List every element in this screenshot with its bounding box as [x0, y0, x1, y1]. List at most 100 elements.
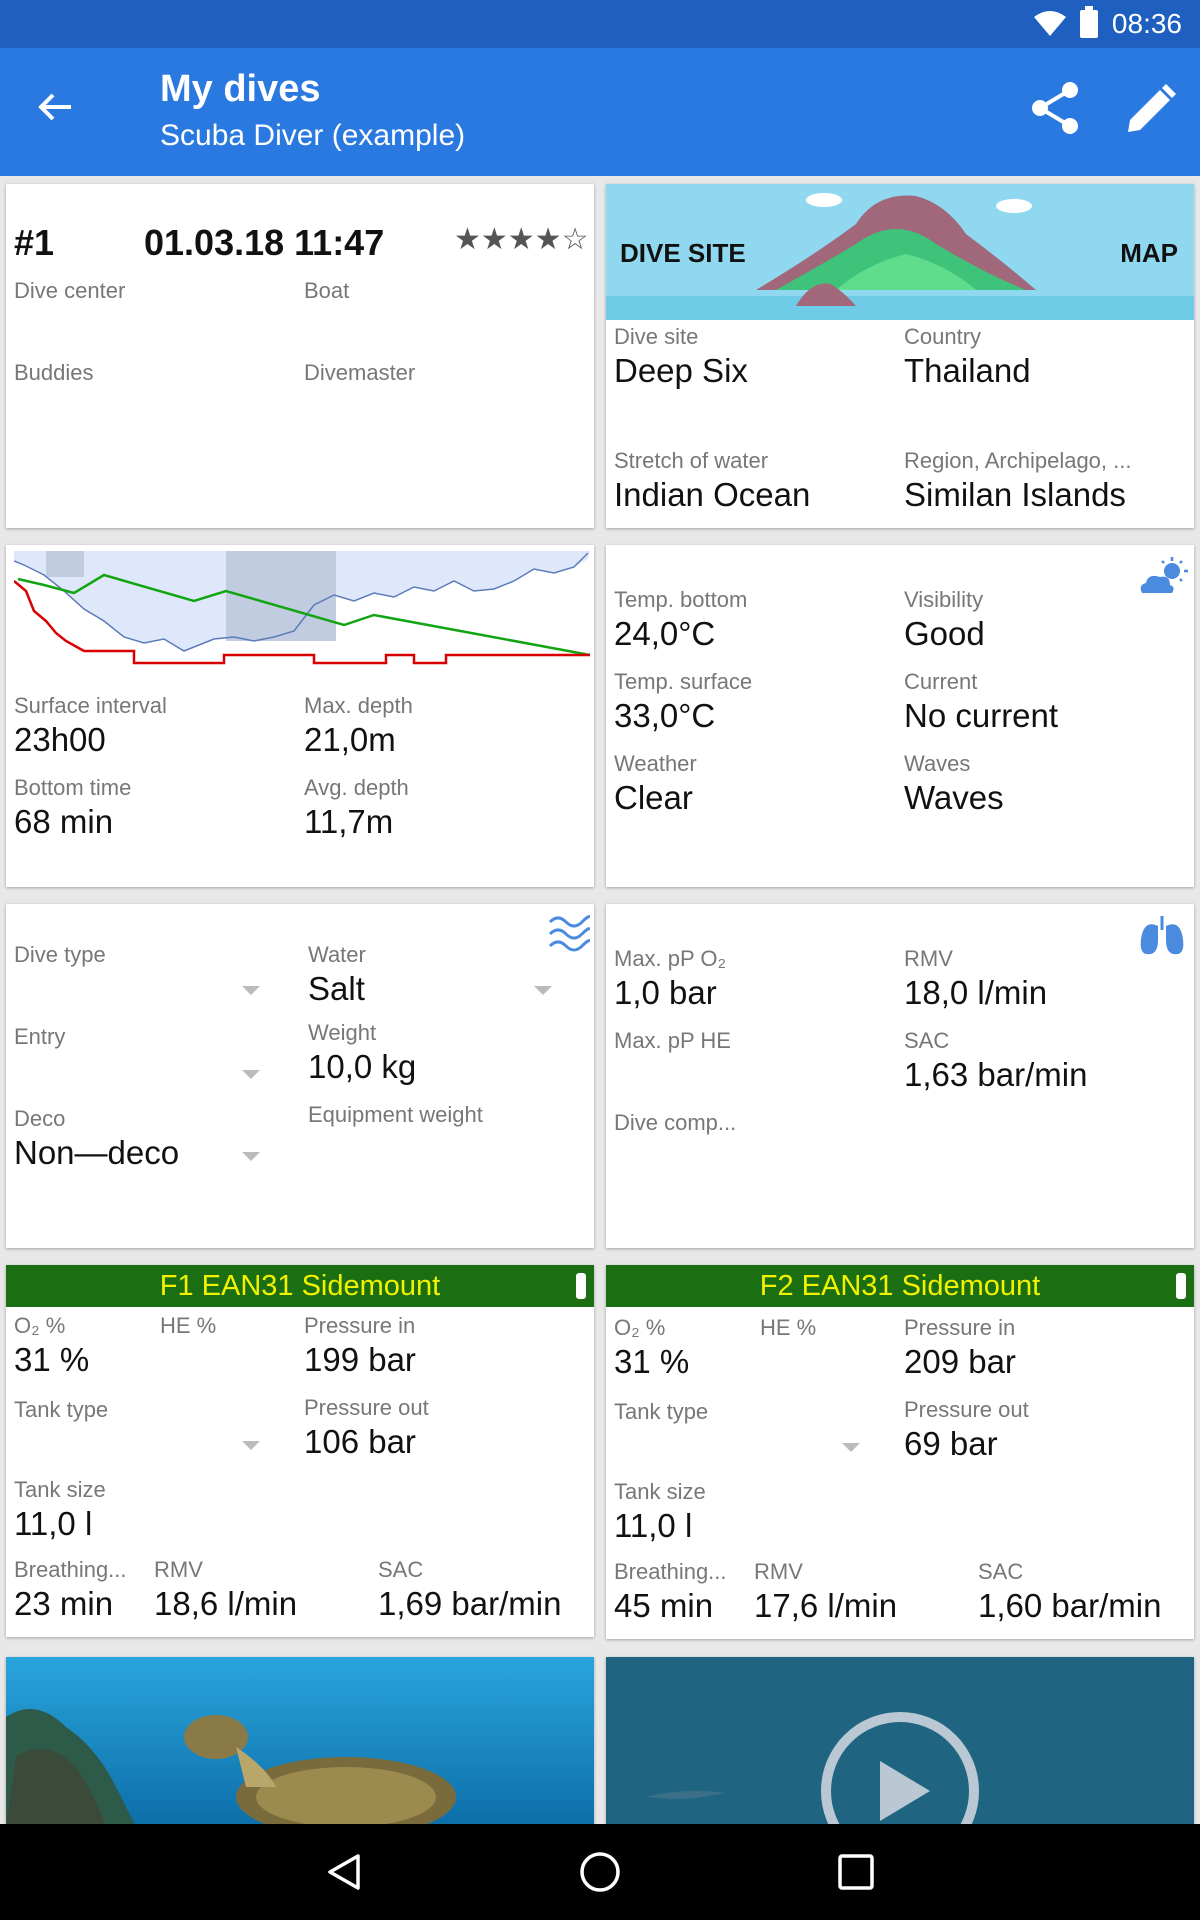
- nav-back-icon[interactable]: [324, 1852, 364, 1892]
- rating-stars[interactable]: ★★★★☆: [454, 223, 589, 256]
- play-icon[interactable]: [818, 1709, 982, 1827]
- tank-icon: [576, 1273, 586, 1299]
- weather-icon: [1140, 557, 1188, 593]
- tank-card-1[interactable]: F1 EAN31 Sidemount O₂ % 31 % HE % Pressu…: [6, 1265, 594, 1637]
- pressure-out-value: 69 bar: [904, 1425, 998, 1462]
- dive-type-dropdown[interactable]: [242, 986, 260, 995]
- max-depth-label: Max. depth: [304, 693, 413, 718]
- o2-label: O₂ %: [14, 1313, 66, 1338]
- pressure-in-value: 209 bar: [904, 1343, 1016, 1380]
- tank-sac-value: 1,60 bar/min: [978, 1587, 1162, 1624]
- water-label: Water: [308, 942, 366, 967]
- sac-value: 1,63 bar/min: [904, 1056, 1088, 1093]
- tank-sac-label: SAC: [378, 1557, 424, 1582]
- weight-label: Weight: [308, 1020, 377, 1045]
- page-title: My dives: [160, 68, 321, 110]
- breathing-value: 23 min: [14, 1585, 114, 1622]
- photo-tile[interactable]: [6, 1657, 594, 1827]
- video-tile[interactable]: [606, 1657, 1194, 1827]
- visibility-label: Visibility: [904, 587, 984, 612]
- dive-profile-card[interactable]: Surface interval 23h00 Max. depth 21,0m …: [6, 545, 594, 887]
- gas-card[interactable]: Max. pP O₂ 1,0 bar RMV 18,0 l/min Max. p…: [606, 904, 1194, 1248]
- current-label: Current: [904, 669, 978, 694]
- dive-profile-graph: [14, 551, 590, 681]
- lungs-icon: [1140, 916, 1184, 955]
- he-label: HE %: [160, 1313, 217, 1338]
- map-button[interactable]: MAP: [1120, 238, 1178, 268]
- app-bar-titles: My dives Scuba Diver (example): [160, 68, 465, 153]
- pencil-icon: [1128, 84, 1176, 132]
- breathing-label: Breathing...: [14, 1557, 127, 1582]
- pressure-out-label: Pressure out: [904, 1397, 1029, 1422]
- breathing-value: 45 min: [614, 1587, 714, 1624]
- weather-label: Weather: [614, 751, 697, 776]
- tank-rmv-value: 17,6 l/min: [754, 1587, 898, 1624]
- pressure-out-value: 106 bar: [304, 1423, 416, 1460]
- surface-interval-value: 23h00: [14, 721, 106, 758]
- dive-site-label: Dive site: [614, 324, 699, 349]
- entry-label: Entry: [14, 1024, 66, 1049]
- dive-center-label: Dive center: [14, 278, 126, 303]
- app-bar: My dives Scuba Diver (example): [0, 48, 1200, 176]
- stretch-value: Indian Ocean: [614, 476, 811, 513]
- deco-value[interactable]: Non—deco: [14, 1134, 180, 1171]
- nav-home-icon[interactable]: [578, 1850, 622, 1894]
- weather-value: Clear: [614, 779, 693, 816]
- water-value[interactable]: Salt: [308, 970, 365, 1007]
- dive-datetime: 01.03.18 11:47: [144, 222, 385, 263]
- status-time: 08:36: [1111, 8, 1182, 39]
- country-value: Thailand: [904, 352, 1031, 389]
- o2-value: 31 %: [614, 1343, 690, 1380]
- max-ppo2-value: 1,0 bar: [614, 974, 717, 1011]
- surface-interval-label: Surface interval: [14, 693, 167, 718]
- o2-label: O₂ %: [614, 1315, 666, 1340]
- stretch-label: Stretch of water: [614, 448, 769, 473]
- rmv-label: RMV: [904, 946, 953, 971]
- tank-size-value: 11,0 l: [614, 1507, 693, 1544]
- max-pphe-label: Max. pP HE: [614, 1028, 731, 1053]
- dive-info-card[interactable]: #1 01.03.18 11:47 ★★★★☆ Dive center Boat…: [6, 184, 594, 528]
- status-bar: 08:36: [0, 0, 1200, 48]
- share-button[interactable]: [1028, 80, 1084, 136]
- dive-type-card[interactable]: Dive type Water Salt Entry Weight 10,0 k…: [6, 904, 594, 1248]
- arrow-back-icon: [38, 93, 71, 121]
- island-illustration: [606, 184, 1194, 320]
- max-depth-value: 21,0m: [304, 721, 396, 758]
- breathing-label: Breathing...: [614, 1559, 727, 1584]
- tank-rmv-label: RMV: [154, 1557, 203, 1582]
- turtle-photo: [6, 1657, 594, 1827]
- pressure-in-label: Pressure in: [904, 1315, 1016, 1340]
- wifi-icon: [1033, 11, 1066, 36]
- tank-type-dropdown[interactable]: [242, 1441, 260, 1450]
- dive-number: #1: [14, 222, 55, 263]
- tank-card-2[interactable]: F2 EAN31 Sidemount O₂ % 31 % HE % Pressu…: [606, 1265, 1194, 1639]
- tank-sac-label: SAC: [978, 1559, 1024, 1584]
- nav-recents-icon[interactable]: [836, 1852, 876, 1892]
- tank-type-dropdown[interactable]: [842, 1443, 860, 1452]
- bottom-time-label: Bottom time: [14, 775, 132, 800]
- edit-button[interactable]: [1122, 82, 1178, 138]
- sac-label: SAC: [904, 1028, 950, 1053]
- tank-title: F1 EAN31 Sidemount: [6, 1265, 594, 1307]
- region-value: Similan Islands: [904, 476, 1126, 513]
- water-dropdown[interactable]: [534, 986, 552, 995]
- entry-dropdown[interactable]: [242, 1070, 260, 1079]
- rmv-value: 18,0 l/min: [904, 974, 1048, 1011]
- equipment-weight-label: Equipment weight: [308, 1102, 483, 1127]
- battery-icon: [1079, 6, 1098, 38]
- country-label: Country: [904, 324, 982, 349]
- dive-type-label: Dive type: [14, 942, 106, 967]
- dive-site-header: DIVE SITE: [620, 238, 746, 268]
- divemaster-label: Divemaster: [304, 360, 416, 385]
- o2-value: 31 %: [14, 1341, 90, 1378]
- tank-size-value: 11,0 l: [14, 1505, 93, 1542]
- pressure-in-value: 199 bar: [304, 1341, 416, 1378]
- deco-dropdown[interactable]: [242, 1152, 260, 1161]
- dive-site-card[interactable]: DIVE SITE MAP Dive site Deep Six Country…: [606, 184, 1194, 528]
- tank-size-label: Tank size: [14, 1477, 106, 1502]
- back-button[interactable]: [30, 82, 80, 132]
- tank-type-label: Tank type: [14, 1397, 109, 1422]
- conditions-card[interactable]: Temp. bottom 24,0°C Visibility Good Temp…: [606, 545, 1194, 887]
- pressure-in-label: Pressure in: [304, 1313, 416, 1338]
- waves-icon: [548, 915, 590, 952]
